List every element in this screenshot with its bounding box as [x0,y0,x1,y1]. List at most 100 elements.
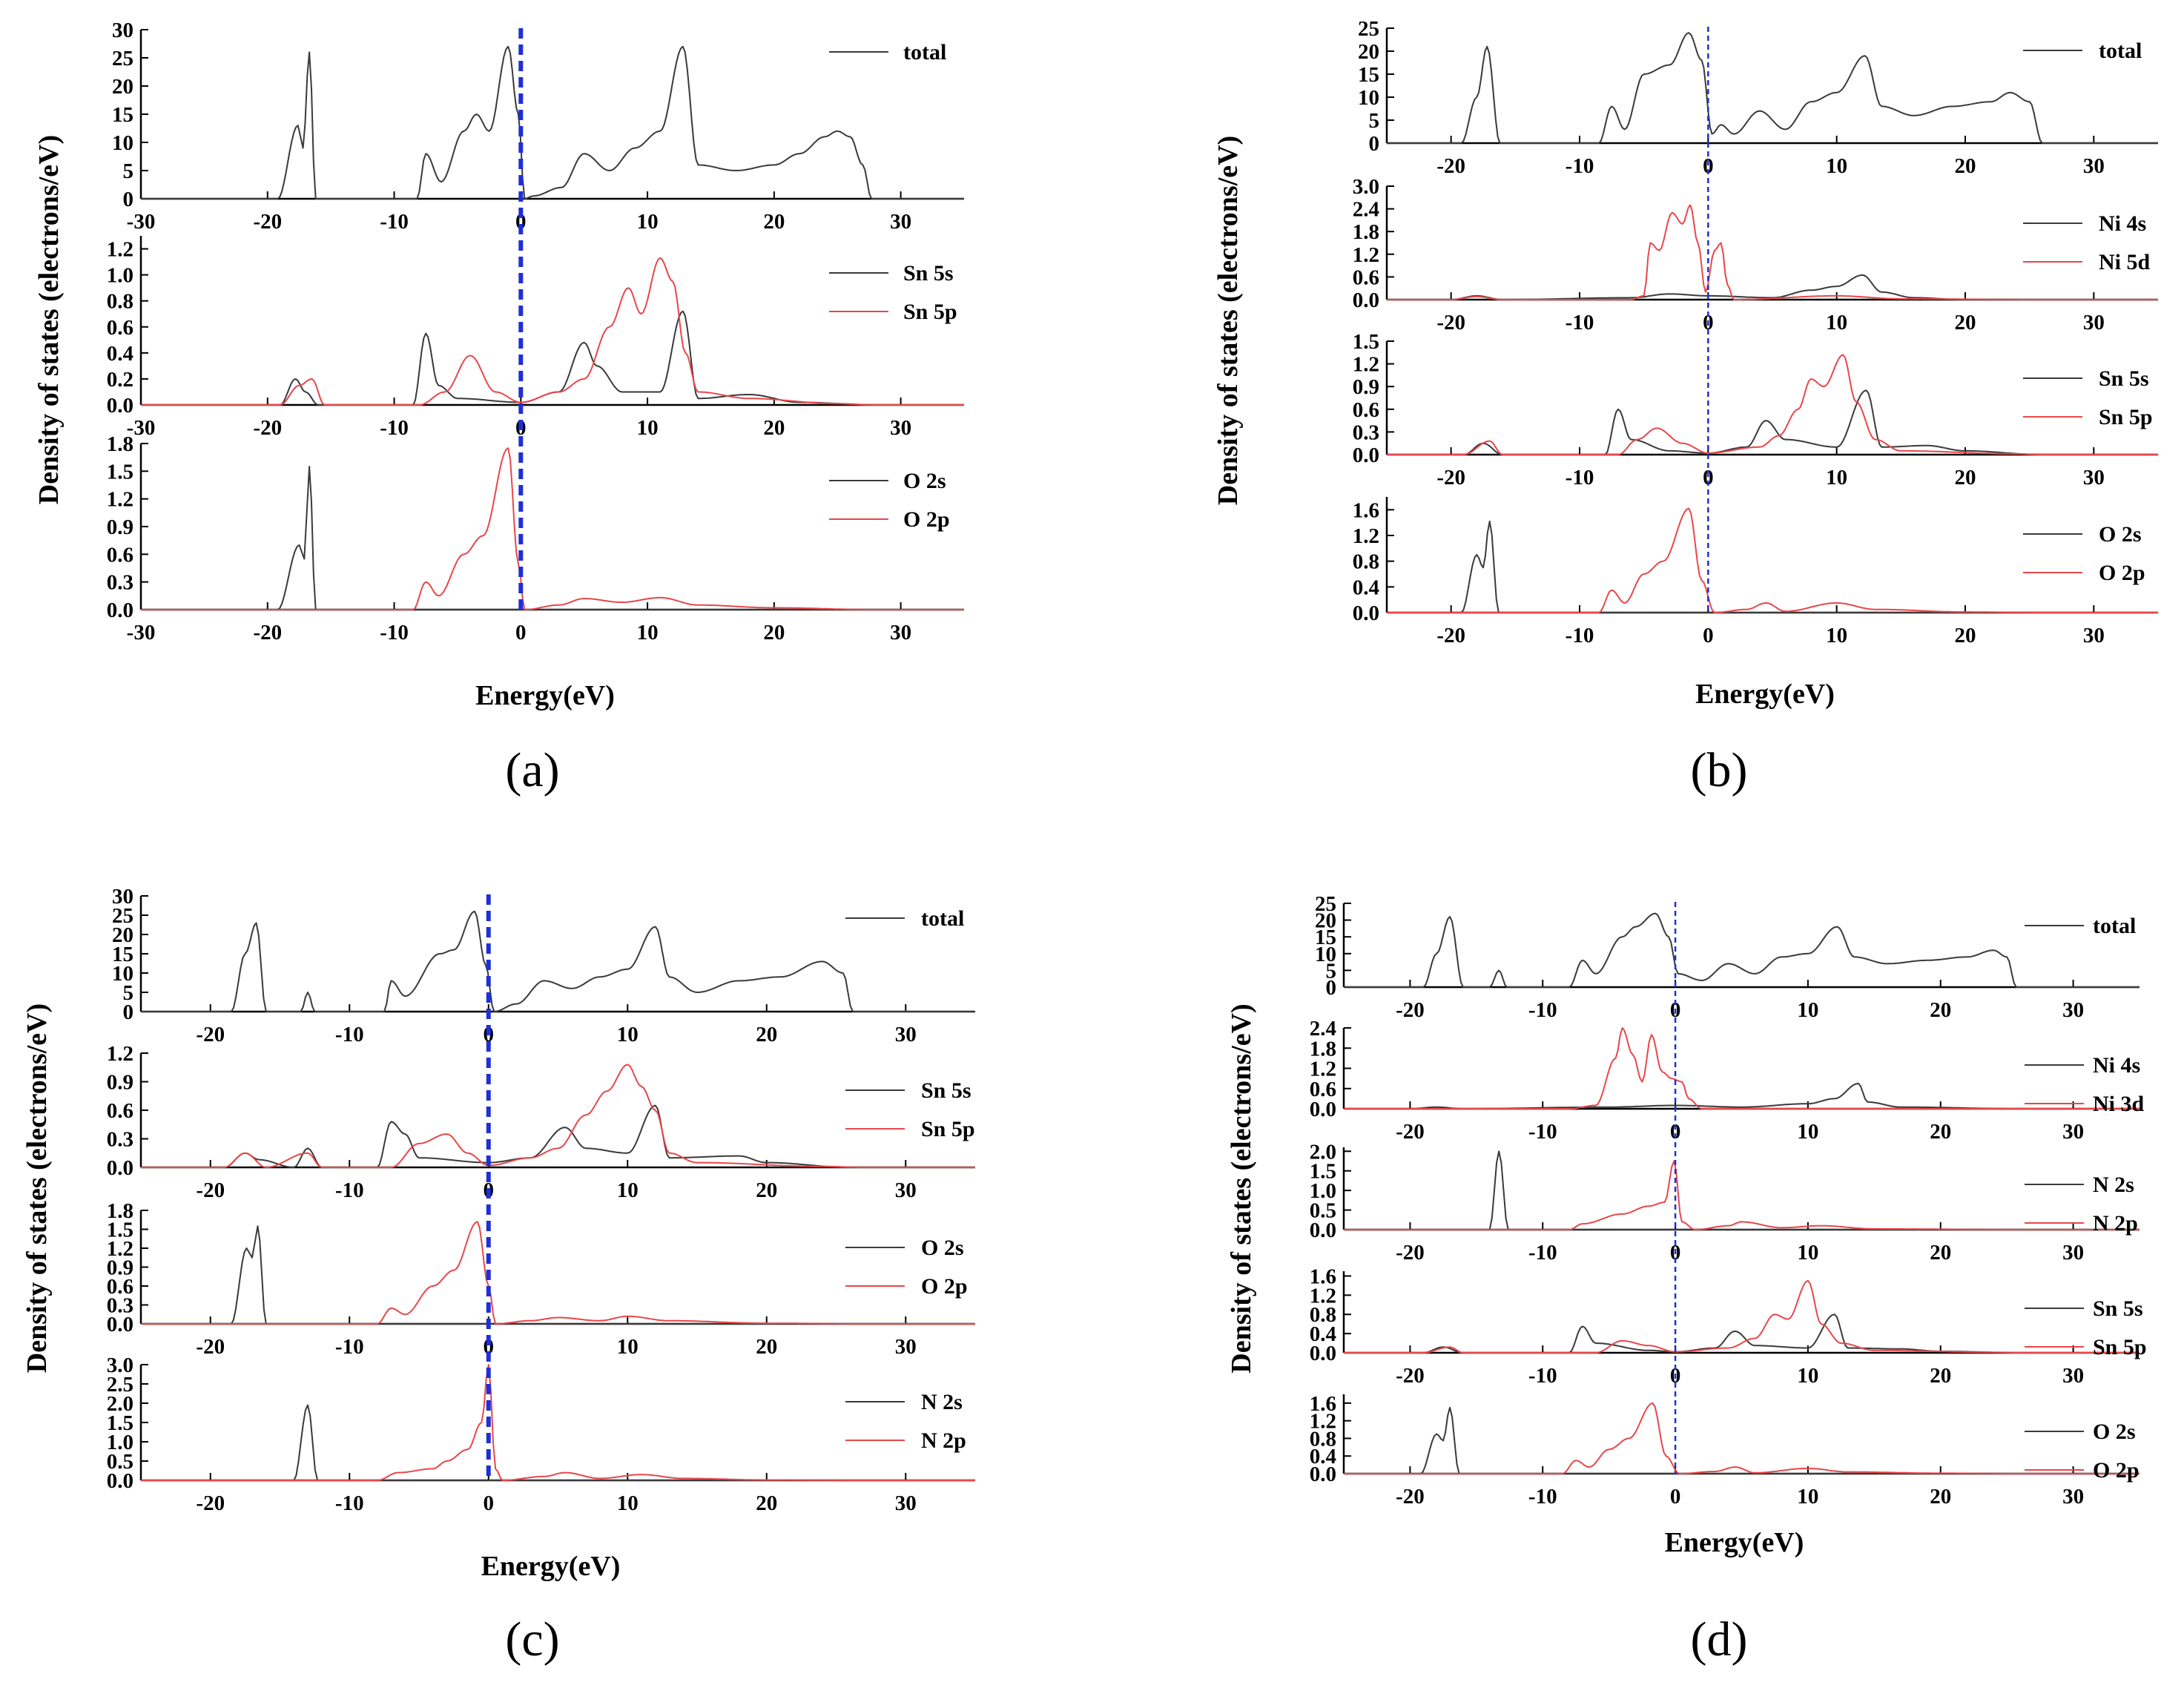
x-tick-label: 30 [895,1335,917,1359]
x-tick-label: 30 [895,1178,917,1202]
legend-label: Ni 3d [2093,1092,2145,1116]
y-tick-label: 0.2 [107,368,133,392]
y-tick-label: 0.9 [1353,375,1379,399]
x-tick-label: -10 [380,210,409,234]
x-tick-label: 10 [1797,1120,1818,1144]
legend-label: Sn 5p [921,1117,975,1141]
y-tick-label: 0.6 [107,316,133,340]
series-n-2s [1344,1150,2140,1230]
series-sn-5s [141,1104,975,1168]
series-o-2p [1387,507,2158,613]
legend-label: Sn 5p [2093,1335,2147,1359]
y-axis-title: Density of states (electrons/eV) [33,135,65,504]
y-tick-label: 25 [112,47,133,70]
x-tick-label: -10 [1528,1120,1557,1144]
x-tick-label: 10 [617,1023,639,1046]
legend-label: Sn 5s [2093,1296,2143,1321]
y-tick-label: 0 [123,1000,134,1024]
y-tick-label: 0.0 [1310,1342,1336,1365]
y-tick-label: 30 [112,885,133,909]
y-tick-label: 1.8 [1310,1037,1336,1061]
y-tick-label: 15 [1315,926,1336,949]
y-tick-label: 1.5 [1310,1160,1336,1184]
x-tick-label: 30 [890,210,911,234]
x-tick-label: 10 [1826,624,1847,647]
series-n-2s [141,1404,975,1481]
y-tick-label: 0.3 [107,1128,133,1152]
x-tick-label: 0 [1703,154,1714,178]
x-tick-label: 0 [515,210,527,234]
legend-label: O 2p [2099,561,2145,585]
y-tick-label: 0.6 [1353,266,1379,289]
x-tick-label: -10 [1566,466,1594,489]
x-tick-label: 20 [1955,624,1976,647]
y-tick-label: 0.9 [107,515,133,539]
x-tick-label: 30 [2062,998,2084,1022]
y-tick-label: 5 [123,981,134,1005]
legend-label: total [2099,39,2142,63]
y-tick-label: 1.0 [1310,1179,1336,1203]
y-tick-label: 0.8 [107,290,133,314]
y-tick-label: 25 [1315,892,1336,916]
legend-label: Sn 5s [921,1078,971,1103]
series-o-2s [141,1225,975,1325]
series-n-2p [141,1364,975,1481]
legend-label: Sn 5p [2099,405,2153,429]
x-tick-label: 20 [763,210,785,234]
y-tick-label: 2.0 [1310,1140,1336,1164]
y-tick-label: 10 [112,131,133,155]
y-tick-label: 0.6 [107,1275,133,1299]
series-total [1344,912,2140,988]
y-tick-label: 3.0 [107,1354,133,1377]
y-tick-label: 1.5 [107,460,133,484]
legend-label: N 2p [2093,1211,2138,1236]
y-tick-label: 0.0 [107,394,133,418]
x-tick-label: -20 [1396,1241,1425,1265]
panel-c: 051015202530-20-100102030total0.00.30.60… [22,885,975,1666]
legend-label: N 2s [921,1390,963,1414]
x-tick-label: 20 [756,1491,777,1515]
x-tick-label: -20 [253,416,282,440]
x-tick-label: -20 [1436,466,1465,489]
x-tick-label: -10 [335,1491,364,1515]
x-tick-label: -30 [127,416,156,440]
y-tick-label: 1.2 [107,1237,133,1261]
x-tick-label: 30 [890,416,911,440]
x-tick-label: 30 [895,1023,917,1046]
x-tick-label: -10 [1566,154,1594,178]
y-tick-label: 0.0 [1353,289,1379,312]
legend-label: Sn 5s [2099,366,2149,391]
x-tick-label: 0 [1670,1120,1681,1144]
subplot-o: 0.0 0.3 0.6 0.9 1.2 1.5 1.8 -30 -20 -10 0 10 20 30 O 2… [107,432,964,644]
y-tick-label: 25 [112,904,133,928]
x-tick-label: -30 [127,210,156,234]
y-tick-label: 0 [1369,132,1380,156]
x-tick-label: 20 [1955,154,1976,178]
series-ni-3d [1344,1027,2140,1110]
y-tick-label: 0.0 [1353,601,1379,625]
x-tick-label: 30 [890,621,911,644]
x-tick-label: 20 [1930,1485,1951,1509]
subplot-sn: 0.00.30.60.91.21.5 -20 -10 0 10 20 30 Sn 5s Sn 5… [1353,330,2158,489]
x-tick-label: -20 [1396,1485,1425,1509]
x-tick-label: 10 [1826,311,1847,334]
y-tick-label: 0.0 [1353,444,1379,467]
y-tick-label: 0.0 [1310,1219,1336,1242]
y-tick-label: 3.0 [1353,175,1379,199]
y-tick-label: 0.0 [1310,1463,1336,1486]
x-tick-label: 10 [637,416,659,440]
x-tick-label: -10 [335,1335,364,1359]
legend-label: Sn 5p [903,300,957,324]
x-tick-label: 30 [2062,1485,2084,1509]
x-tick-label: -10 [1566,311,1594,334]
series-n-2p [1344,1160,2140,1230]
y-tick-label: 15 [1358,63,1379,87]
y-tick-label: 0.8 [1310,1427,1336,1451]
subplot-sn: 0.00.20.40.60.81.01.2-30-20-100102030Sn … [107,236,964,440]
x-tick-label: 30 [2083,624,2105,647]
y-tick-label: 1.6 [1353,498,1379,522]
y-tick-label: 5 [123,159,134,183]
